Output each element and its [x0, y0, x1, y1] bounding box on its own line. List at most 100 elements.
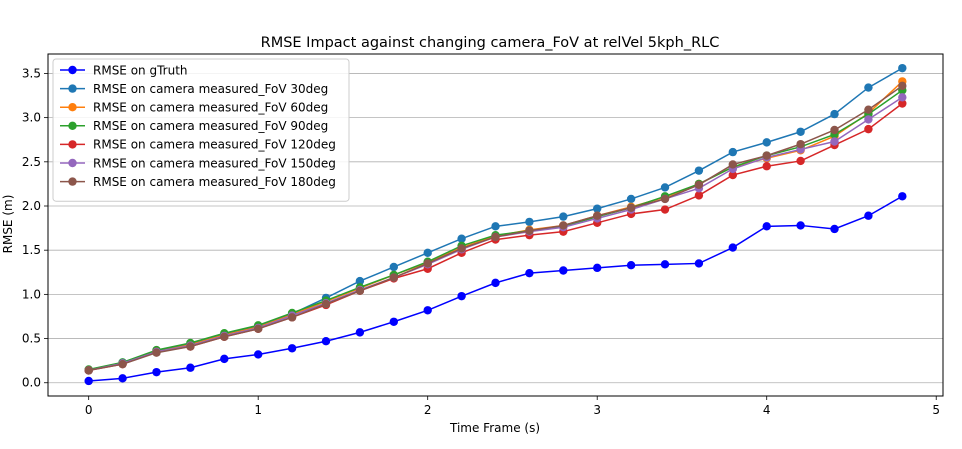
data-point [152, 367, 161, 377]
legend-label: RMSE on camera measured_FoV 180deg [93, 175, 336, 189]
data-point [423, 248, 432, 258]
data-point [660, 183, 670, 192]
legend-marker [68, 158, 77, 168]
data-point [694, 259, 704, 268]
data-point [660, 205, 670, 214]
data-point [593, 263, 602, 273]
x-axis-title: Time Frame (s) [449, 421, 540, 435]
data-point [864, 124, 873, 134]
data-point [728, 243, 738, 252]
data-point [559, 266, 568, 275]
data-point [898, 192, 907, 201]
data-point [525, 226, 534, 235]
data-point [796, 156, 805, 166]
data-point [491, 222, 500, 231]
data-point [152, 348, 161, 357]
data-point [626, 203, 636, 212]
y-tick-label: 1.0 [22, 287, 41, 301]
data-point [355, 286, 365, 296]
data-point [253, 324, 263, 334]
plot-frame [47, 53, 944, 397]
data-point [457, 234, 466, 243]
data-point [626, 194, 636, 204]
x-tick-label: 5 [932, 403, 940, 417]
data-point [525, 217, 534, 227]
data-point [762, 138, 771, 147]
data-point [864, 211, 873, 220]
legend-item: RMSE on camera measured_FoV 120deg [60, 138, 336, 152]
data-point [457, 244, 466, 253]
chart-title: RMSE Impact against changing camera_FoV … [261, 35, 720, 51]
data-point [830, 125, 839, 135]
data-point [762, 162, 771, 171]
data-point [287, 313, 297, 322]
x-tick-label: 0 [85, 403, 93, 417]
data-point [830, 109, 839, 119]
legend-marker [68, 65, 77, 75]
data-point [864, 115, 873, 124]
y-tick-label: 3.5 [22, 66, 41, 80]
data-point [796, 127, 805, 136]
series-0 [84, 192, 907, 386]
data-point [898, 99, 907, 108]
data-point [186, 342, 195, 351]
legend-box [52, 58, 350, 202]
data-point [830, 137, 839, 146]
legend-marker [68, 103, 77, 112]
data-point [898, 93, 907, 102]
data-point [694, 191, 704, 200]
legend-marker [68, 140, 77, 149]
y-tick-label: 0.0 [22, 376, 41, 390]
legend: RMSE on gTruth RMSE on camera measured_Fo… [52, 58, 350, 202]
data-point [118, 359, 127, 369]
data-point [864, 83, 873, 92]
data-point [796, 221, 805, 230]
legend-item: RMSE on camera measured_FoV 90deg [60, 119, 328, 133]
data-point [694, 166, 704, 175]
data-point [830, 224, 839, 234]
legend-marker [68, 177, 77, 186]
data-point [457, 291, 466, 301]
y-tick-label: 0.5 [22, 332, 41, 346]
y-tick-label: 1.5 [22, 243, 41, 257]
data-point [321, 299, 331, 309]
legend-item: RMSE on gTruth [60, 63, 188, 77]
data-point [253, 350, 263, 359]
data-point [593, 204, 602, 213]
data-point [220, 354, 229, 364]
legend-item: RMSE on camera measured_FoV 180deg [60, 175, 336, 189]
legend-item: RMSE on camera measured_FoV 150deg [60, 156, 336, 170]
data-point [728, 160, 738, 169]
data-point [694, 180, 704, 189]
data-point [898, 81, 907, 91]
series-6 [84, 81, 907, 375]
legend-marker [68, 84, 77, 93]
data-point [660, 194, 670, 204]
data-point [626, 261, 636, 270]
data-point [355, 328, 365, 337]
data-point [898, 63, 907, 73]
data-point [389, 317, 398, 326]
data-point [559, 212, 568, 221]
legend-label: RMSE on camera measured_FoV 90deg [93, 119, 328, 133]
data-point [84, 366, 93, 375]
y-axis-title: RMSE (m) [1, 195, 15, 254]
data-point [762, 151, 771, 160]
y-tick-label: 2.5 [22, 155, 41, 169]
data-point [762, 222, 771, 231]
data-point [491, 278, 500, 288]
x-tick-label: 2 [424, 403, 432, 417]
data-point [593, 211, 602, 220]
series-layer [84, 63, 907, 386]
data-point [660, 260, 670, 269]
data-point [864, 105, 873, 114]
data-point [287, 344, 297, 353]
legend-label: RMSE on camera measured_FoV 150deg [93, 156, 336, 170]
data-point [389, 273, 398, 282]
axes: 0.0 0.5 1.0 1.5 2.0 2.5 3.0 3.5 0 1 2 3 4 5 [22, 66, 940, 417]
x-tick-label: 1 [254, 403, 262, 417]
x-tick-label: 3 [593, 403, 601, 417]
x-tick-label: 4 [763, 403, 771, 417]
